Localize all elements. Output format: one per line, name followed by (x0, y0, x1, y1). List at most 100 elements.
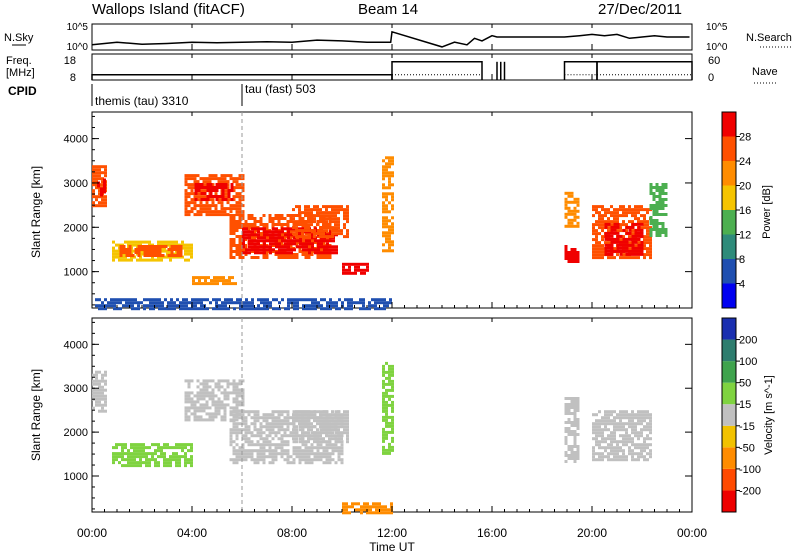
echo-cell (631, 243, 635, 247)
echo-cell (112, 452, 115, 456)
echo-cell (293, 301, 296, 305)
echo-cell (610, 234, 614, 238)
colorbar-segment (722, 404, 736, 426)
echo-cell (265, 250, 269, 253)
echo-cell (263, 304, 266, 308)
echo-cell (228, 282, 231, 286)
echo-cell (193, 180, 197, 184)
echo-cell (152, 301, 155, 305)
echo-cell (287, 242, 290, 246)
echo-cell (224, 298, 227, 302)
echo-cell (385, 394, 388, 398)
echo-cell (598, 431, 601, 435)
echo-cell (385, 174, 388, 178)
echo-cell (151, 258, 154, 262)
echo-cell (148, 446, 151, 450)
echo-cell (325, 458, 329, 462)
echo-cell (182, 298, 185, 302)
colorbar-tick-label: -50 (739, 442, 755, 454)
echo-cell (188, 301, 191, 305)
echo-cell (194, 198, 198, 201)
echo-cell (245, 301, 248, 305)
echo-cell (224, 198, 228, 201)
colorbar-segment (722, 234, 736, 259)
echo-cell (205, 382, 209, 386)
echo-cell (616, 443, 619, 447)
echo-cell (244, 455, 248, 459)
echo-cell (190, 443, 193, 447)
echo-cell (337, 205, 340, 209)
echo-cell (257, 248, 260, 252)
echo-cell (287, 251, 290, 255)
echo-cell (595, 452, 598, 456)
echo-cell (92, 373, 95, 377)
echo-cell (634, 240, 638, 244)
echo-cell (241, 443, 245, 447)
echo-cell (649, 413, 652, 417)
echo-cell (631, 437, 634, 441)
echo-cell (217, 409, 221, 413)
echo-cell (181, 443, 184, 447)
echo-cell (374, 307, 377, 311)
echo-cell (185, 298, 188, 302)
echo-cell (607, 241, 610, 245)
echo-cell (251, 239, 254, 243)
echo-cell (230, 183, 234, 186)
echo-cell (625, 246, 629, 250)
echo-cell (351, 271, 354, 275)
echo-cell (271, 413, 275, 417)
echo-cell (286, 416, 290, 420)
echo-cell (640, 249, 644, 253)
echo-cell (385, 162, 388, 166)
echo-cell (152, 254, 156, 257)
echo-cell (92, 382, 95, 386)
echo-cell (173, 304, 176, 308)
echo-cell (631, 428, 634, 432)
echo-cell (221, 189, 225, 192)
echo-cell (316, 458, 320, 462)
echo-cell (328, 217, 331, 221)
echo-cell (254, 242, 257, 246)
echo-cell (238, 391, 242, 395)
echo-cell (622, 243, 626, 247)
echo-cell (98, 192, 101, 196)
colorbar-tick-label: 20 (739, 181, 751, 193)
echo-cell (207, 282, 210, 286)
echo-cell (232, 241, 236, 244)
echo-cell (179, 251, 183, 254)
echo-cell (391, 174, 394, 178)
echo-cell (613, 425, 616, 429)
echo-cell (337, 431, 340, 435)
echo-cell (290, 298, 293, 302)
echo-cell (271, 461, 275, 465)
echo-cell (310, 422, 313, 426)
echo-cell (313, 446, 317, 450)
echo-cell (369, 505, 372, 509)
echo-cell (610, 223, 613, 227)
echo-cell (133, 443, 136, 447)
echo-cell (104, 388, 107, 392)
echo-cell (391, 156, 394, 160)
echo-cell (115, 443, 118, 447)
echo-cell (223, 174, 227, 178)
echo-cell (649, 455, 652, 459)
echo-cell (166, 461, 169, 465)
echo-cell (229, 220, 233, 223)
echo-cell (313, 455, 317, 459)
echo-cell (271, 443, 275, 447)
echo-cell (319, 217, 322, 221)
echo-cell (95, 397, 98, 401)
echo-cell (613, 440, 616, 444)
echo-cell (625, 416, 628, 420)
echo-cell (298, 217, 302, 220)
echo-cell (241, 394, 245, 398)
echo-cell (366, 262, 369, 266)
echo-cell (331, 205, 334, 209)
echo-cell (622, 455, 625, 459)
echo-cell (116, 298, 119, 302)
echo-cell (604, 422, 607, 426)
echo-cell (616, 234, 620, 238)
echo-cell (158, 251, 162, 254)
echo-cell (286, 256, 290, 259)
